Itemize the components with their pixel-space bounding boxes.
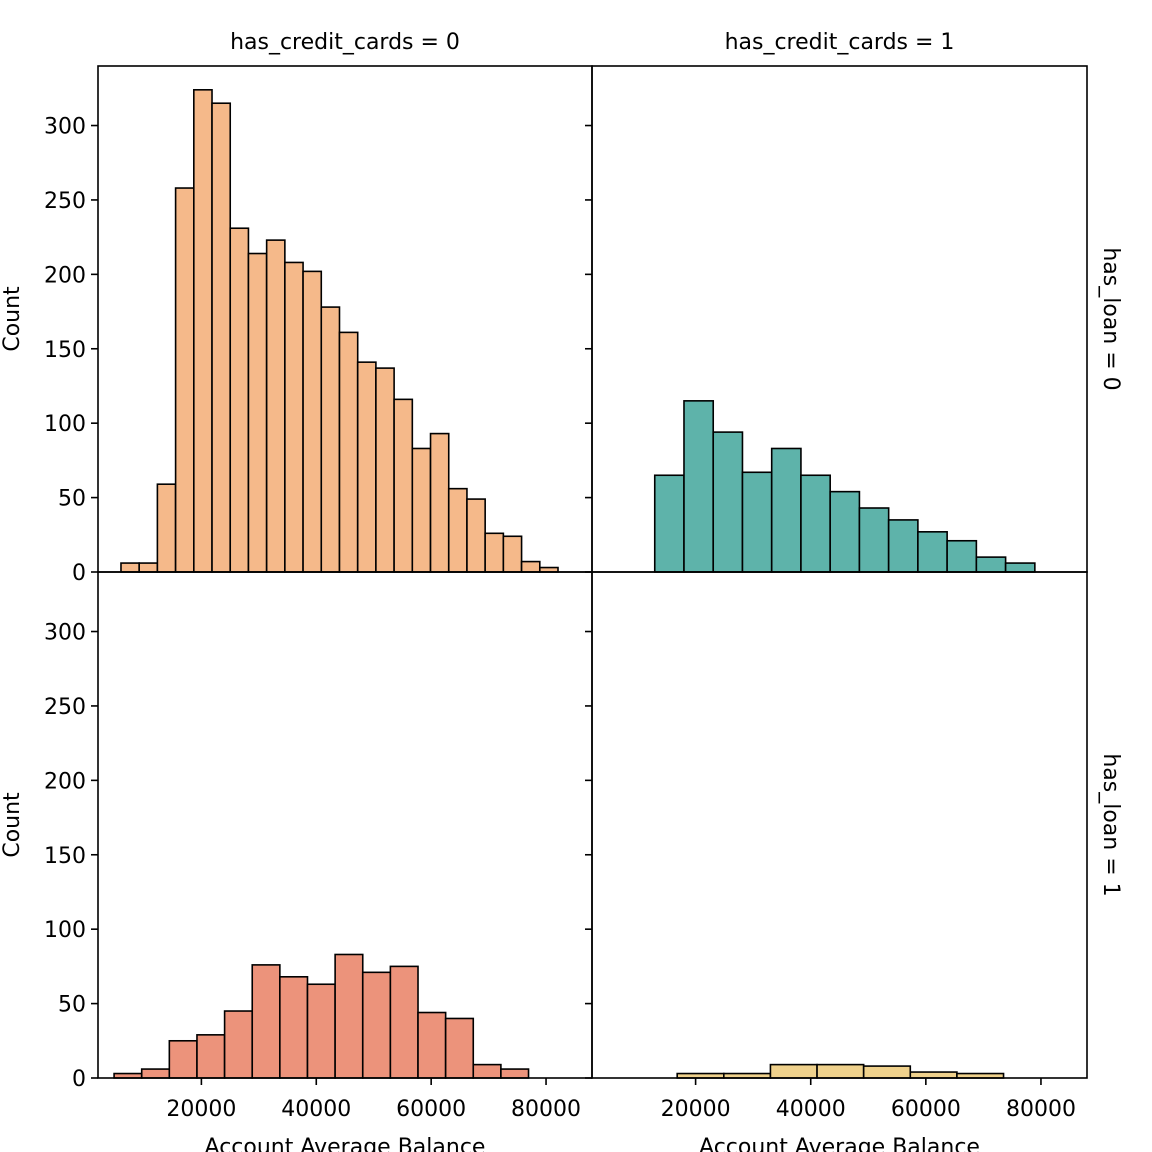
y-tick-label: 0 xyxy=(72,1067,86,1092)
panel-frame xyxy=(591,571,1088,1079)
histogram-bar xyxy=(862,1065,912,1079)
histogram-bar xyxy=(417,1011,447,1079)
histogram-bar xyxy=(520,560,541,573)
y-tick-label: 200 xyxy=(44,263,86,288)
histogram-bar xyxy=(741,471,773,573)
y-tick-label: 100 xyxy=(44,918,86,943)
histogram-bar xyxy=(1004,562,1036,573)
y-tick-label: 50 xyxy=(58,487,86,512)
histogram-bar xyxy=(472,1063,502,1079)
histogram-bar xyxy=(917,531,948,573)
x-tick-label: 80000 xyxy=(1006,1097,1076,1122)
x-tick-label: 60000 xyxy=(891,1097,961,1122)
histogram-bar xyxy=(338,331,359,573)
histogram-bar xyxy=(306,983,336,1079)
histogram-bar xyxy=(251,964,281,1079)
histogram-bar xyxy=(174,187,195,573)
histogram-bar xyxy=(858,507,890,573)
histogram-bar xyxy=(229,227,250,573)
histogram-bar xyxy=(361,971,392,1079)
histogram-bar xyxy=(375,367,395,573)
histogram-bar xyxy=(829,490,861,573)
x-tick-label: 20000 xyxy=(166,1097,236,1122)
histogram-bar xyxy=(334,953,364,1079)
histogram-bar xyxy=(211,102,232,573)
histogram-bar xyxy=(653,474,685,573)
y-tick-label: 100 xyxy=(44,412,86,437)
row-title: has_loan = 1 xyxy=(1098,753,1123,896)
histogram-bar xyxy=(265,239,286,573)
x-axis-label: Account Average Balance xyxy=(699,1135,980,1152)
y-tick-label: 150 xyxy=(44,844,86,869)
histogram-bar xyxy=(247,252,268,573)
row-title: has_loan = 0 xyxy=(1098,247,1123,390)
y-axis-label: Count xyxy=(0,286,25,352)
y-tick-label: 200 xyxy=(44,769,86,794)
histogram-bar xyxy=(816,1063,865,1079)
column-title: has_credit_cards = 0 xyxy=(230,30,460,55)
x-tick-label: 60000 xyxy=(396,1097,466,1122)
histogram-bar xyxy=(502,535,523,573)
histogram-bar xyxy=(444,1017,475,1079)
histogram-bar xyxy=(196,1034,226,1079)
histogram-bar xyxy=(120,562,140,573)
histogram-bar xyxy=(712,431,744,573)
histogram-bar xyxy=(320,306,341,573)
histogram-bar xyxy=(223,1010,254,1079)
y-tick-label: 0 xyxy=(72,561,86,586)
histogram-bar xyxy=(393,398,414,573)
histogram-bar xyxy=(484,532,505,573)
x-tick-label: 40000 xyxy=(776,1097,846,1122)
histogram-bar xyxy=(411,447,432,573)
histogram-bar xyxy=(800,474,831,573)
histogram-bar xyxy=(500,1068,530,1079)
histogram-bar xyxy=(389,965,419,1079)
y-tick-label: 250 xyxy=(44,695,86,720)
y-tick-label: 150 xyxy=(44,338,86,363)
histogram-bar xyxy=(887,519,919,573)
histogram-bar xyxy=(356,361,377,573)
histogram-bar xyxy=(140,1068,171,1079)
y-tick-label: 250 xyxy=(44,189,86,214)
histogram-bar xyxy=(193,89,213,573)
histogram-bar xyxy=(429,432,450,573)
histogram-bar xyxy=(279,975,309,1079)
histogram-bar xyxy=(909,1071,958,1079)
histogram-bar xyxy=(946,539,978,573)
histogram-bar xyxy=(683,400,715,573)
x-tick-label: 80000 xyxy=(511,1097,581,1122)
y-tick-label: 300 xyxy=(44,115,86,140)
histogram-bar xyxy=(284,261,304,573)
y-tick-label: 300 xyxy=(44,621,86,646)
x-tick-label: 40000 xyxy=(281,1097,351,1122)
y-tick-label: 50 xyxy=(58,993,86,1018)
histogram-bar xyxy=(447,487,468,573)
x-axis-label: Account Average Balance xyxy=(205,1135,486,1152)
histogram-bar xyxy=(138,562,159,573)
x-tick-label: 20000 xyxy=(661,1097,731,1122)
histogram-bar xyxy=(975,556,1007,573)
histogram-bar xyxy=(168,1039,198,1079)
histogram-bar xyxy=(156,483,177,573)
y-axis-label: Count xyxy=(0,792,25,858)
histogram-bar xyxy=(769,1063,818,1079)
histogram-bar xyxy=(770,447,802,573)
histogram-bar xyxy=(466,498,486,573)
histogram-bar xyxy=(302,270,323,573)
column-title: has_credit_cards = 1 xyxy=(725,30,955,55)
